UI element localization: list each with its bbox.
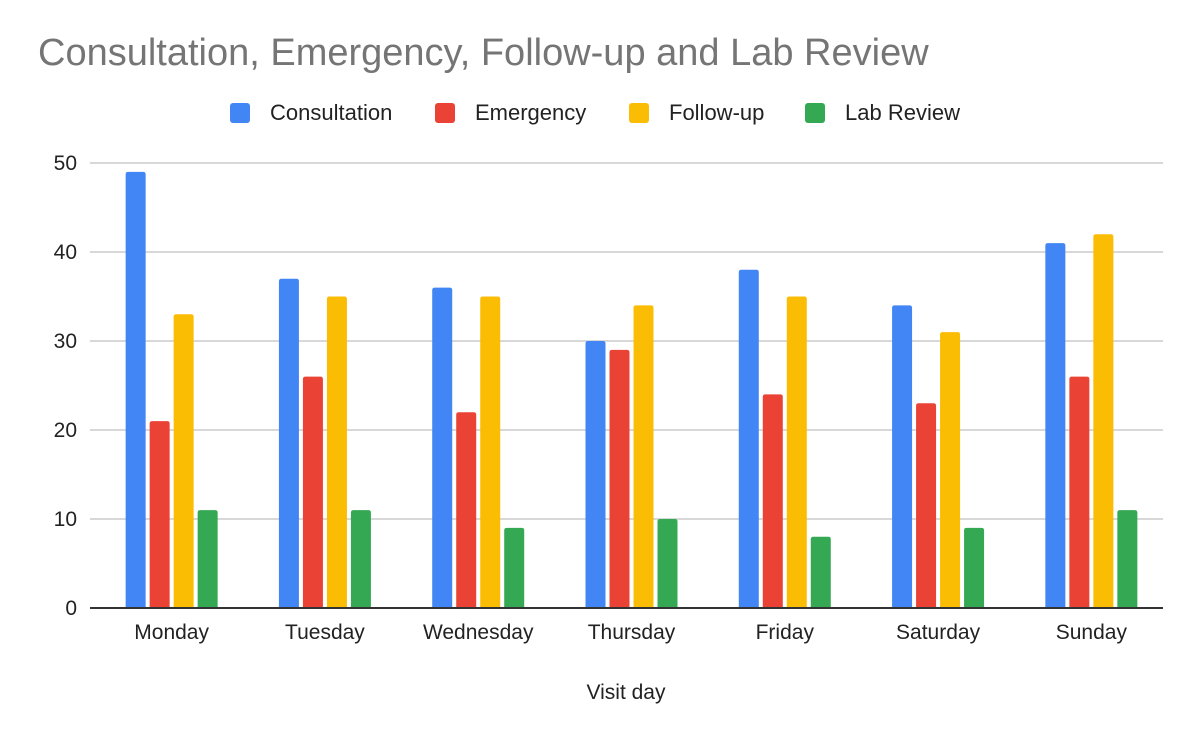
- legend-label: Follow-up: [669, 100, 765, 125]
- bar-consultation-monday: [125, 171, 146, 608]
- bar-follow-up-monday: [173, 314, 194, 608]
- bar-lab-review-wednesday: [504, 527, 525, 608]
- bar-follow-up-thursday: [633, 305, 654, 608]
- bar-lab-review-thursday: [657, 519, 678, 608]
- legend-label: Lab Review: [845, 100, 960, 125]
- bar-consultation-tuesday: [278, 278, 299, 608]
- y-tick-label: 30: [54, 330, 77, 353]
- y-tick-label: 20: [54, 419, 77, 442]
- x-tick-label: Thursday: [588, 621, 676, 644]
- bar-consultation-thursday: [585, 341, 606, 608]
- y-tick-label: 0: [65, 597, 77, 620]
- bar-consultation-wednesday: [432, 287, 453, 608]
- legend-swatch: [435, 103, 455, 123]
- bar-lab-review-monday: [197, 510, 218, 608]
- legend-item: Follow-up: [629, 98, 764, 128]
- bar-emergency-sunday: [1069, 376, 1090, 608]
- bar-follow-up-wednesday: [480, 296, 501, 608]
- bar-emergency-wednesday: [456, 412, 477, 608]
- x-tick-label: Wednesday: [423, 621, 534, 644]
- bar-consultation-saturday: [892, 305, 913, 608]
- legend-swatch: [230, 103, 250, 123]
- y-tick-label: 10: [54, 508, 77, 531]
- legend-item: Lab Review: [805, 98, 960, 128]
- bar-follow-up-sunday: [1093, 234, 1114, 608]
- bar-emergency-saturday: [916, 403, 937, 608]
- legend-label: Emergency: [475, 100, 587, 125]
- x-tick-label: Sunday: [1056, 621, 1128, 644]
- bar-emergency-friday: [762, 394, 783, 608]
- bar-follow-up-tuesday: [326, 296, 347, 608]
- bar-emergency-monday: [149, 421, 170, 608]
- x-tick-label: Friday: [756, 621, 815, 644]
- bar-lab-review-friday: [810, 536, 831, 608]
- bar-lab-review-saturday: [964, 527, 985, 608]
- y-tick-label: 50: [54, 152, 77, 175]
- legend-swatch: [629, 103, 649, 123]
- legend-swatch: [805, 103, 825, 123]
- x-tick-label: Saturday: [896, 621, 981, 644]
- bar-lab-review-tuesday: [350, 510, 371, 608]
- x-tick-label: Monday: [134, 621, 209, 644]
- bar-follow-up-saturday: [940, 332, 961, 608]
- legend-item: Emergency: [435, 98, 586, 128]
- legend-label: Consultation: [270, 100, 393, 125]
- y-tick-label: 40: [54, 241, 77, 264]
- bar-consultation-friday: [738, 269, 759, 608]
- legend-item: Consultation: [230, 98, 392, 128]
- bar-emergency-tuesday: [302, 376, 323, 608]
- chart-title: Consultation, Emergency, Follow-up and L…: [38, 32, 929, 74]
- bar-follow-up-friday: [786, 296, 807, 608]
- bar-consultation-sunday: [1045, 243, 1066, 608]
- bar-emergency-thursday: [609, 349, 630, 608]
- legend: Consultation Emergency Follow-up Lab Review: [0, 98, 1200, 128]
- bar-lab-review-sunday: [1117, 510, 1138, 608]
- x-tick-label: Tuesday: [285, 621, 365, 644]
- x-axis-label: Visit day: [587, 681, 666, 704]
